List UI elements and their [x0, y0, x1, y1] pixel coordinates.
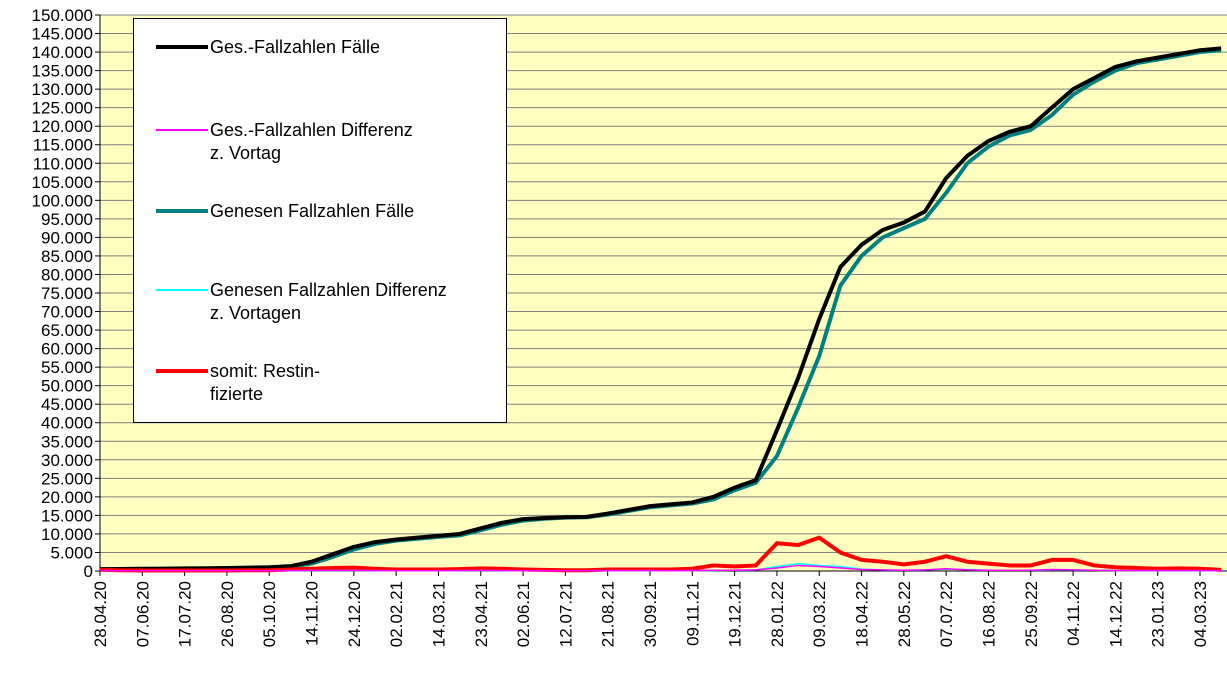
series-line: [99, 46, 1222, 572]
y-tick-label: 40.000: [41, 414, 93, 433]
x-tick-label: 04.11.22: [1064, 581, 1083, 646]
x-tick-label: 09.11.21: [683, 581, 702, 646]
y-tick-label: 20.000: [41, 488, 93, 507]
x-tick-label: 28.04.20: [91, 581, 110, 647]
x-tick-label: 07.07.22: [937, 581, 956, 647]
y-tick-label: 55.000: [41, 358, 93, 377]
x-tick-label: 26.08.20: [218, 581, 237, 647]
y-tick-label: 25.000: [41, 469, 93, 488]
y-tick-label: 45.000: [41, 395, 93, 414]
legend-swatch: [156, 369, 208, 373]
x-tick-label: 09.03.22: [810, 581, 829, 647]
y-tick-label: 150.000: [32, 6, 93, 25]
y-tick-label: 130.000: [32, 80, 93, 99]
x-tick-label: 05.10.20: [260, 581, 279, 647]
legend-swatch: [156, 209, 208, 213]
x-tick-label: 17.07.20: [176, 581, 195, 647]
y-tick-label: 110.000: [33, 154, 93, 173]
y-tick-label: 105.000: [32, 173, 93, 192]
x-tick-label: 12.07.21: [556, 581, 575, 647]
x-tick-label: 04.03.23: [1191, 581, 1210, 647]
x-tick-label: 23.01.23: [1149, 581, 1168, 647]
x-tick-label: 21.08.21: [599, 581, 618, 647]
y-tick-label: 100.000: [32, 191, 93, 210]
x-tick-label: 14.11.20: [303, 581, 322, 646]
x-tick-label: 07.06.20: [133, 581, 152, 647]
legend-swatch: [156, 289, 208, 291]
x-tick-label: 02.02.21: [387, 581, 406, 647]
y-tick-label: 50.000: [41, 377, 93, 396]
legend-swatch: [156, 129, 208, 131]
y-tick-label: 140.000: [32, 43, 93, 62]
x-tick-label: 30.09.21: [641, 581, 660, 647]
series-line: [99, 564, 1222, 572]
legend-label: Genesen Fallzahlen Differenz z. Vortagen: [210, 280, 447, 323]
y-tick-label: 95.000: [41, 210, 93, 229]
y-tick-label: 65.000: [41, 321, 93, 340]
x-tick-label: 19.12.21: [726, 581, 745, 647]
y-tick-label: 70.000: [41, 303, 93, 322]
y-tick-label: 10.000: [41, 525, 93, 544]
x-tick-label: 14.12.22: [1106, 581, 1125, 647]
legend-swatch: [156, 45, 208, 49]
x-tick-label: 23.04.21: [472, 581, 491, 647]
legend-label: Ges.-Fallzahlen Differenz z. Vortag: [210, 120, 413, 163]
y-tick-label: 15.000: [41, 506, 93, 525]
y-tick-label: 145.000: [32, 25, 93, 44]
x-tick-label: 16.08.22: [979, 581, 998, 647]
series-line: [99, 535, 1222, 573]
y-tick-label: 60.000: [41, 340, 93, 359]
y-tick-label: 35.000: [41, 432, 93, 451]
legend-label: Ges.-Fallzahlen Fälle: [210, 37, 381, 57]
x-tick-label: 28.05.22: [895, 581, 914, 647]
legend-label: Genesen Fallzahlen Fälle: [210, 201, 415, 221]
x-tick-label: 02.06.21: [514, 581, 533, 647]
legend-label: somit: Restin- fizierte: [210, 361, 321, 404]
y-tick-label: 135.000: [32, 62, 93, 81]
y-tick-label: 115.000: [33, 136, 93, 155]
x-tick-label: 25.09.22: [1022, 581, 1041, 647]
legend: Ges.-Fallzahlen Fälle Ges.-Fallzahlen Dif…: [133, 18, 507, 423]
y-tick-label: 75.000: [41, 284, 93, 303]
y-tick-label: 125.000: [32, 99, 93, 118]
x-tick-label: 28.01.22: [768, 581, 787, 647]
x-tick-label: 18.04.22: [853, 581, 872, 647]
x-tick-label: 14.03.21: [429, 581, 448, 647]
y-tick-label: 120.000: [32, 117, 93, 136]
y-tick-label: 90.000: [41, 228, 93, 247]
y-tick-label: 80.000: [41, 265, 93, 284]
y-tick-label: 85.000: [41, 247, 93, 266]
y-tick-label: 0: [84, 562, 93, 581]
x-tick-label: 24.12.20: [345, 581, 364, 647]
y-tick-label: 5.000: [50, 543, 93, 562]
y-tick-label: 30.000: [41, 451, 93, 470]
